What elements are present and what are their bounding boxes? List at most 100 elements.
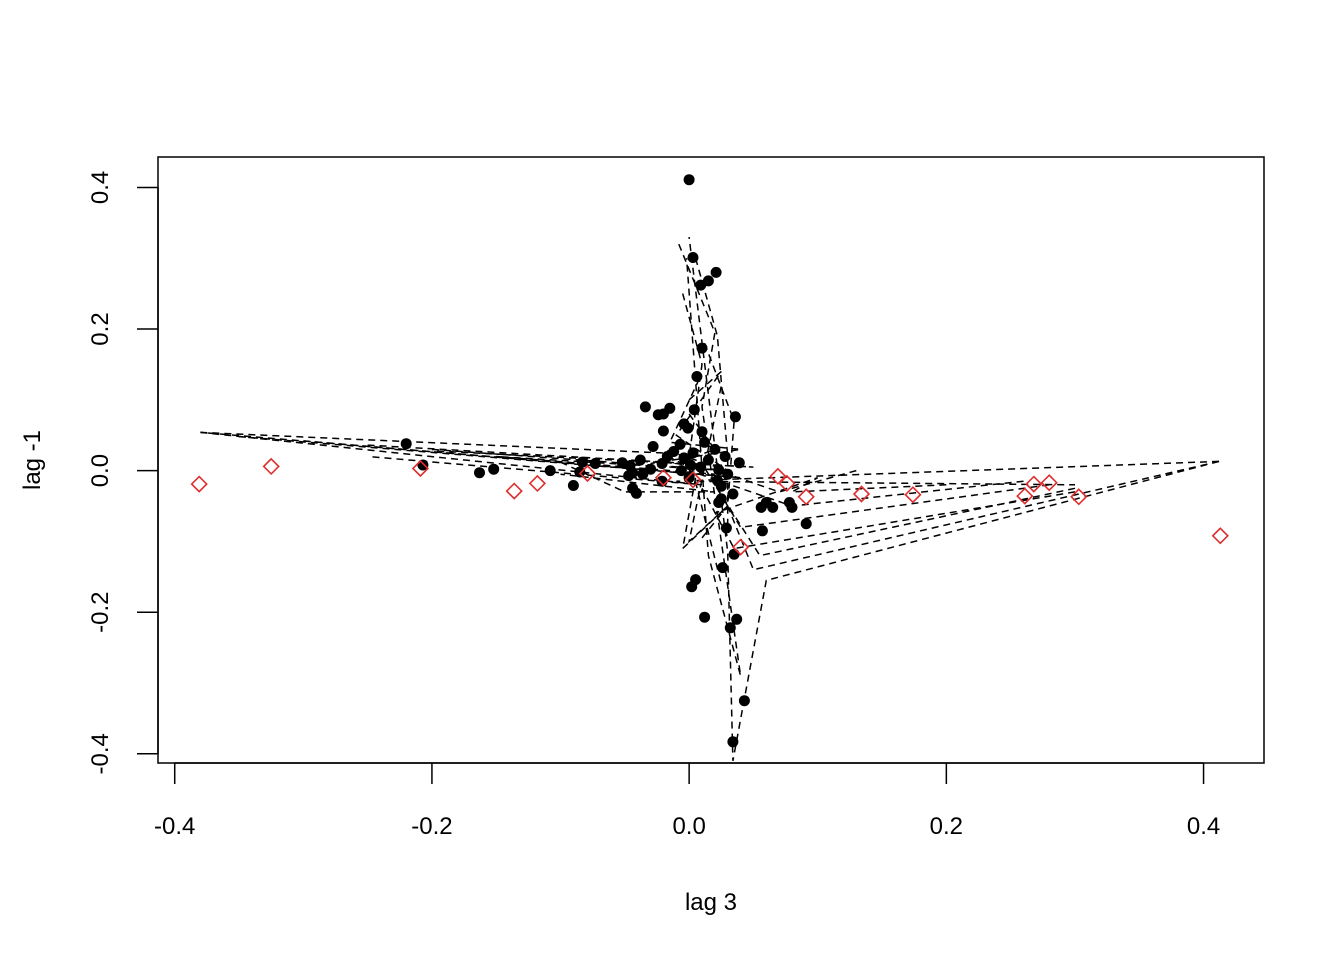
- diamond-point: [684, 471, 702, 489]
- diamond-point: [731, 538, 750, 556]
- data-point: [674, 438, 686, 450]
- data-point: [709, 443, 721, 455]
- diamond-point: [528, 474, 547, 493]
- data-point: [652, 409, 664, 421]
- dashed-line: [367, 444, 754, 468]
- data-point: [684, 459, 696, 471]
- y-tick-label: -0.4: [87, 733, 114, 774]
- data-point: [699, 611, 711, 623]
- data-point: [687, 252, 699, 263]
- diamond-point: [1070, 488, 1088, 506]
- y-tick-label: 0.4: [87, 171, 114, 204]
- data-points: [400, 174, 812, 748]
- data-point: [656, 458, 668, 469]
- data-point: [691, 371, 703, 382]
- data-point: [800, 518, 812, 530]
- diamond-point: [505, 482, 523, 500]
- data-point: [720, 522, 732, 534]
- y-axis: -0.4 -0.2 0.0 0.2 0.4: [87, 171, 159, 774]
- dashed-line: [694, 257, 729, 528]
- data-point: [634, 454, 646, 466]
- dashed-line: [727, 469, 857, 493]
- data-point: [702, 454, 714, 466]
- dashed-line: [701, 463, 1050, 529]
- data-point: [639, 401, 651, 413]
- data-point: [699, 436, 711, 448]
- data-point: [656, 475, 668, 487]
- data-point: [713, 497, 725, 508]
- data-point: [728, 548, 740, 560]
- diamond-point: [1211, 527, 1229, 545]
- dashed-line: [714, 484, 1076, 557]
- data-point: [678, 452, 690, 464]
- x-tick-label: 0.0: [672, 813, 705, 840]
- data-point: [688, 404, 700, 416]
- x-tick-label: 0.2: [930, 813, 963, 840]
- data-point: [731, 613, 743, 625]
- data-point: [683, 174, 695, 186]
- data-point: [574, 466, 586, 478]
- diamond-point: [262, 457, 280, 476]
- diamond-point: [578, 464, 597, 483]
- data-point: [589, 458, 601, 469]
- data-point: [695, 279, 707, 291]
- data-point: [767, 501, 779, 513]
- data-point: [675, 465, 687, 477]
- data-point: [715, 480, 727, 492]
- data-point: [727, 736, 739, 748]
- data-point: [756, 525, 768, 537]
- data-point: [696, 426, 708, 438]
- y-tick-label: 0.2: [87, 312, 114, 345]
- x-axis-title: lag 3: [685, 889, 737, 916]
- data-point: [623, 470, 635, 482]
- x-tick-label: 0.4: [1187, 813, 1220, 840]
- data-point: [717, 562, 729, 574]
- y-axis-title: lag -1: [19, 430, 46, 490]
- data-point: [713, 464, 725, 476]
- dashed-line: [200, 431, 703, 486]
- data-point: [727, 488, 739, 500]
- data-point: [637, 468, 649, 480]
- data-point: [657, 425, 669, 437]
- diamond-point: [190, 475, 208, 493]
- data-point: [682, 422, 694, 434]
- data-point: [722, 468, 734, 480]
- dashed-line: [676, 460, 1220, 486]
- data-point: [645, 463, 657, 475]
- diamond-point: [797, 488, 815, 506]
- x-axis: -0.4 -0.2 0.0 0.2 0.4: [154, 762, 1220, 840]
- data-point: [576, 456, 588, 468]
- dashed-line: [238, 435, 741, 479]
- data-point: [738, 695, 750, 707]
- data-point: [786, 501, 798, 513]
- diamond-point: [852, 485, 871, 503]
- dashed-line: [681, 293, 723, 585]
- dashed-line: [727, 460, 1220, 571]
- data-point: [755, 501, 767, 513]
- data-point: [686, 581, 698, 593]
- data-point: [567, 480, 579, 491]
- dashed-line: [678, 243, 742, 677]
- data-point: [724, 622, 736, 634]
- dashed-lines: [200, 236, 1220, 762]
- data-point: [488, 463, 500, 475]
- data-point: [729, 411, 741, 423]
- diamond-point: [1016, 487, 1034, 505]
- diamond-point: [769, 467, 787, 485]
- diamond-point: [904, 486, 922, 504]
- diamond-point: [1040, 474, 1058, 492]
- x-tick-label: -0.2: [411, 813, 452, 840]
- data-point: [647, 441, 659, 452]
- data-point: [733, 457, 745, 469]
- data-point: [710, 266, 722, 278]
- data-point: [683, 472, 695, 484]
- diamond-point: [1025, 475, 1043, 493]
- data-point: [695, 461, 707, 473]
- diamond-point: [654, 469, 673, 487]
- x-tick-label: -0.4: [154, 813, 195, 840]
- diamond-point: [411, 459, 430, 478]
- dashed-line: [681, 477, 729, 551]
- y-tick-label: -0.2: [87, 592, 114, 633]
- data-point: [474, 467, 485, 479]
